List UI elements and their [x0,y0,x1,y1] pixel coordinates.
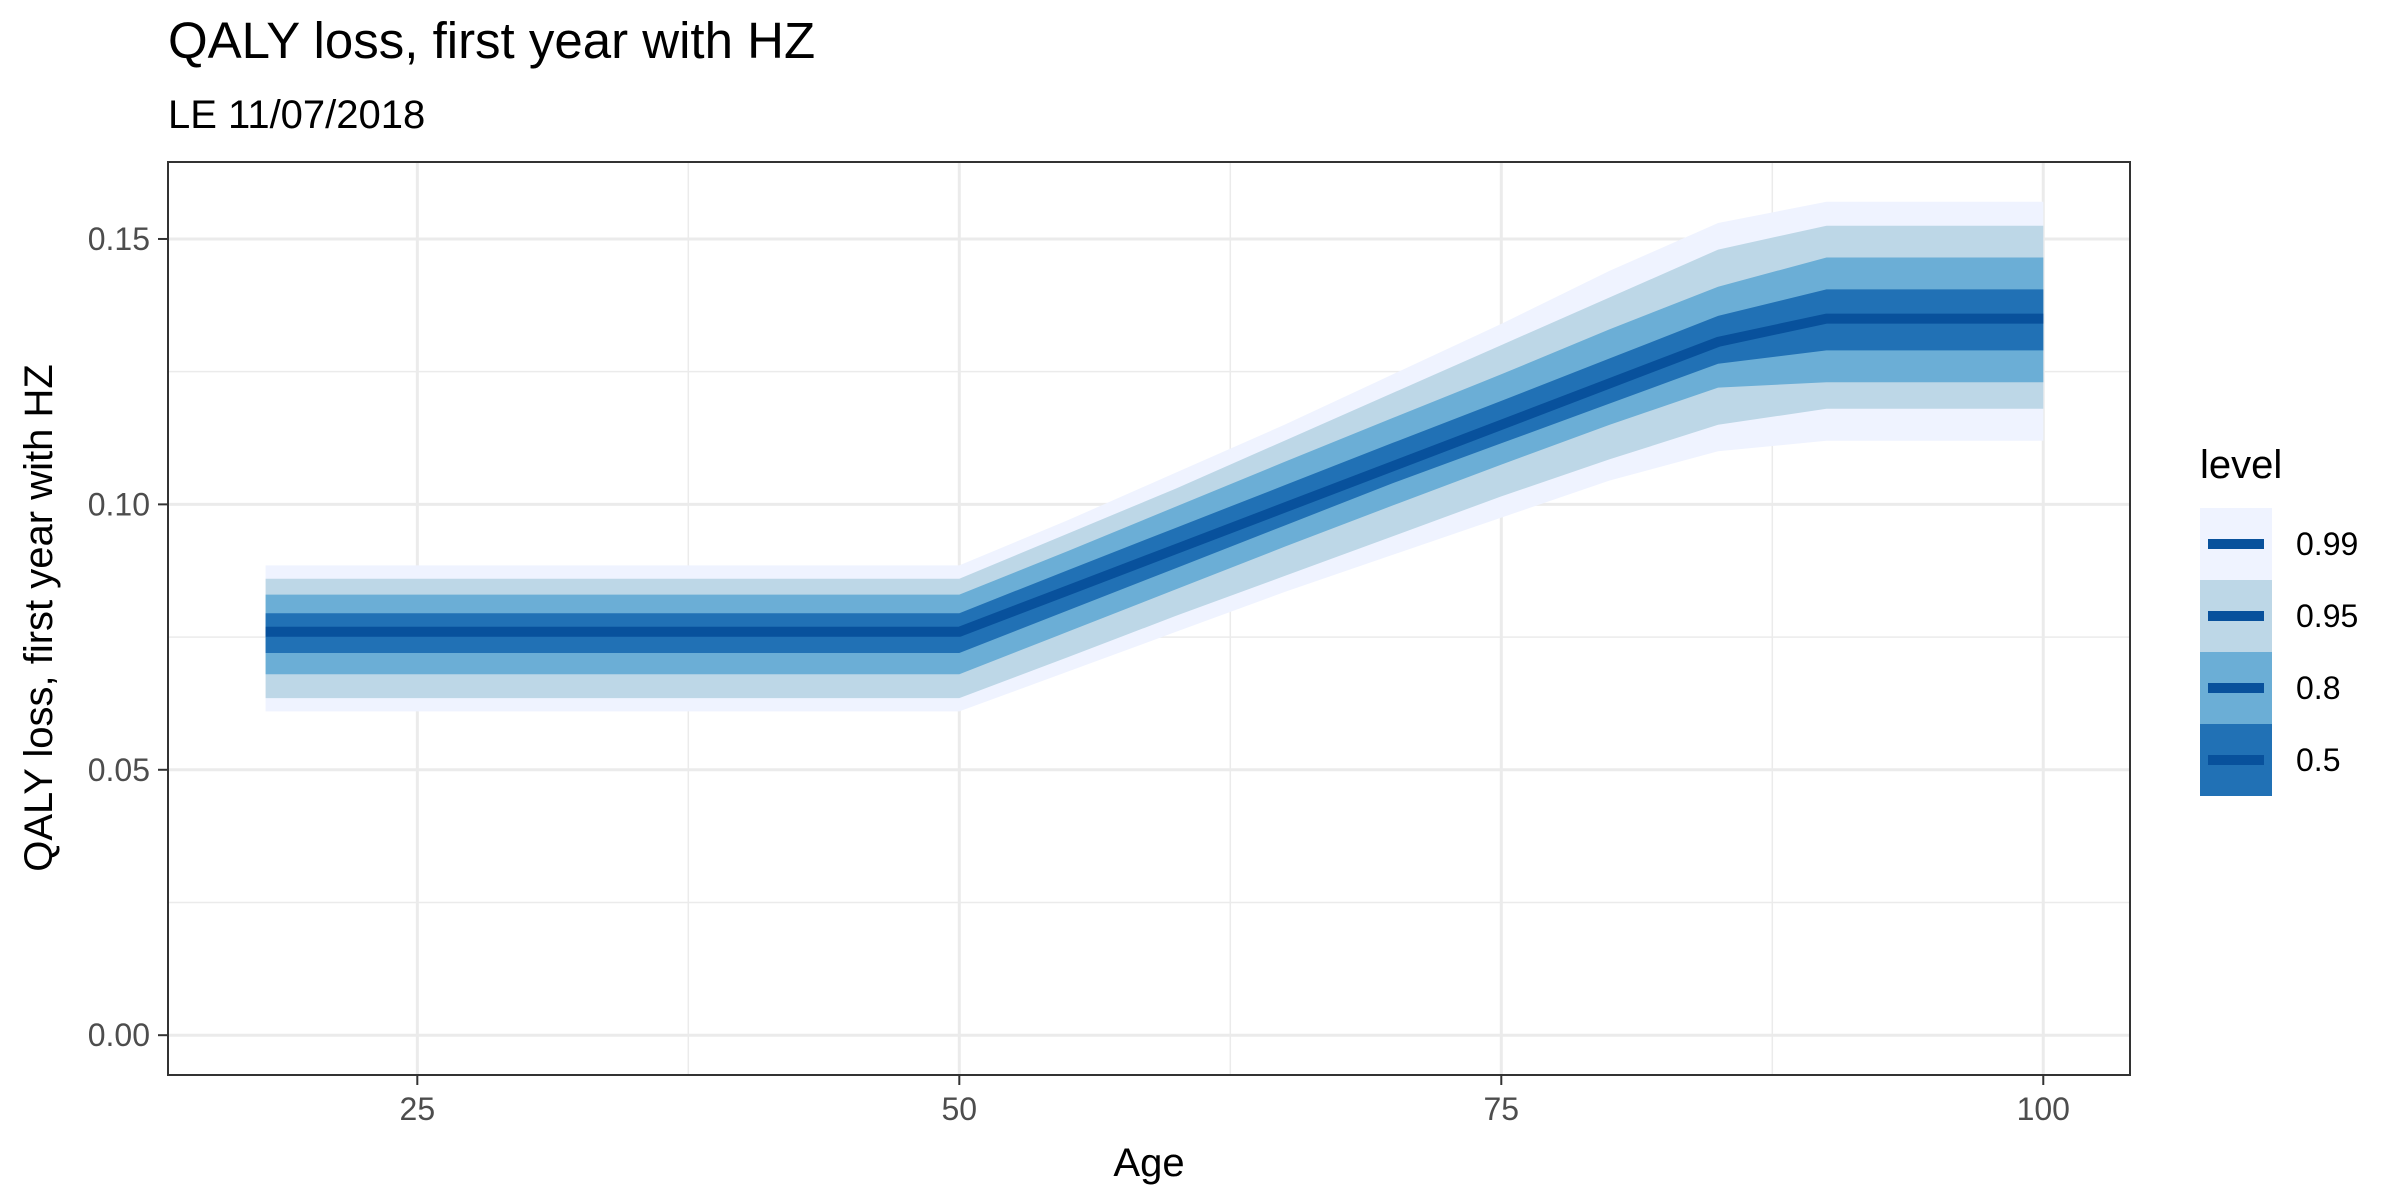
legend-label: 0.99 [2296,526,2358,562]
panel-border [167,161,2131,1076]
median-line-group [265,313,2044,637]
x-tick-label: 25 [400,1091,436,1127]
legend-label: 0.95 [2296,598,2358,634]
chart-title: QALY loss, first year with HZ [168,12,815,69]
y-tick-label: 0.05 [88,752,150,788]
legend-label: 0.5 [2296,742,2340,778]
legend-label: 0.8 [2296,670,2340,706]
y-axis: 0.00 0.05 0.10 0.15 [88,221,168,1053]
y-tick-label: 0.00 [88,1017,150,1053]
y-tick-label: 0.15 [88,221,150,257]
y-axis-title: QALY loss, first year with HZ [17,364,61,872]
chart-subtitle: LE 11/07/2018 [168,93,425,137]
band-level-0_8 [265,257,2044,675]
legend-title: level [2200,443,2282,487]
band-level-0_5 [265,289,2044,653]
x-axis-title: Age [1113,1141,1184,1185]
x-tick-label: 50 [942,1091,978,1127]
median-line [265,313,2044,637]
interval-bands [265,201,2044,712]
legend: 0.99 0.95 0.8 0.5 [2200,508,2358,796]
x-tick-label: 75 [1483,1091,1519,1127]
x-axis: 25 50 75 100 [400,1075,2070,1127]
x-tick-label: 100 [2017,1091,2070,1127]
y-tick-label: 0.10 [88,486,150,522]
